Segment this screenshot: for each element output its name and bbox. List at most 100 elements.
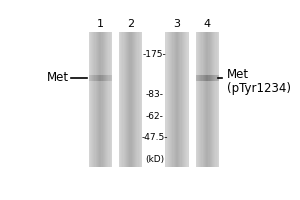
Bar (205, 32, 206, 167)
Text: -83-: -83- (146, 90, 164, 99)
Bar (135, 32, 136, 167)
Bar (92, 32, 93, 167)
Bar (217, 75, 218, 81)
Bar (213, 32, 214, 167)
Bar (198, 32, 199, 167)
Bar (197, 75, 198, 81)
Bar (218, 32, 219, 167)
Bar (141, 32, 142, 167)
Bar (206, 75, 207, 81)
Bar (214, 75, 215, 81)
Bar (181, 32, 182, 167)
Bar (208, 75, 209, 81)
Bar (108, 75, 110, 81)
Bar (104, 75, 105, 81)
Bar (177, 32, 178, 167)
Bar (204, 75, 205, 81)
Text: 4: 4 (204, 19, 211, 29)
Bar (97, 75, 98, 81)
Bar (196, 32, 197, 167)
Bar (172, 32, 173, 167)
Bar (122, 32, 124, 167)
Bar (212, 32, 213, 167)
Bar (104, 32, 105, 167)
Bar (204, 32, 205, 167)
Bar (178, 32, 179, 167)
Bar (94, 75, 96, 81)
Bar (106, 75, 107, 81)
Bar (197, 32, 198, 167)
Bar (120, 32, 121, 167)
Bar (98, 75, 99, 81)
Text: 2: 2 (127, 19, 134, 29)
Bar (212, 75, 213, 81)
Text: -175-: -175- (143, 50, 167, 59)
Bar (93, 75, 94, 81)
Bar (107, 32, 108, 167)
Bar (94, 32, 96, 167)
Bar (98, 32, 99, 167)
Bar (198, 75, 199, 81)
Text: 3: 3 (173, 19, 181, 29)
Bar (211, 75, 212, 81)
Bar (127, 32, 128, 167)
Bar (165, 32, 166, 167)
Bar (124, 32, 125, 167)
Bar (105, 75, 106, 81)
Bar (106, 32, 107, 167)
Bar (208, 32, 209, 167)
Bar (128, 32, 129, 167)
Bar (179, 32, 181, 167)
Bar (91, 32, 92, 167)
Bar (126, 32, 127, 167)
Bar (176, 32, 177, 167)
Bar (101, 75, 103, 81)
Bar (129, 32, 130, 167)
Bar (186, 32, 188, 167)
Bar (205, 75, 206, 81)
Bar (214, 32, 215, 167)
Bar (137, 32, 139, 167)
Bar (196, 75, 197, 81)
Bar (184, 32, 185, 167)
Bar (103, 75, 104, 81)
Bar (90, 75, 91, 81)
Bar (96, 75, 97, 81)
Bar (202, 32, 204, 167)
Bar (99, 32, 100, 167)
Bar (97, 32, 98, 167)
Bar (217, 32, 218, 167)
Bar (110, 75, 111, 81)
Bar (215, 32, 217, 167)
Bar (182, 32, 183, 167)
Text: 1: 1 (97, 19, 104, 29)
Text: (kD): (kD) (145, 155, 164, 164)
Bar (90, 32, 91, 167)
Bar (110, 32, 111, 167)
Text: -47.5-: -47.5- (142, 133, 168, 142)
Text: -62-: -62- (146, 112, 164, 121)
Bar (188, 32, 189, 167)
Bar (175, 32, 176, 167)
Bar (200, 32, 201, 167)
Bar (119, 32, 120, 167)
Bar (100, 32, 101, 167)
Bar (99, 75, 100, 81)
Bar (93, 32, 94, 167)
Bar (111, 32, 112, 167)
Bar (96, 32, 97, 167)
Bar (167, 32, 168, 167)
Bar (171, 32, 172, 167)
Bar (107, 75, 108, 81)
Bar (101, 32, 103, 167)
Bar (210, 32, 211, 167)
Bar (89, 75, 90, 81)
Text: Met: Met (47, 71, 69, 84)
Bar (103, 32, 104, 167)
Bar (136, 32, 137, 167)
Bar (132, 32, 133, 167)
Bar (206, 32, 207, 167)
Bar (140, 32, 141, 167)
Bar (215, 75, 217, 81)
Bar (133, 32, 134, 167)
